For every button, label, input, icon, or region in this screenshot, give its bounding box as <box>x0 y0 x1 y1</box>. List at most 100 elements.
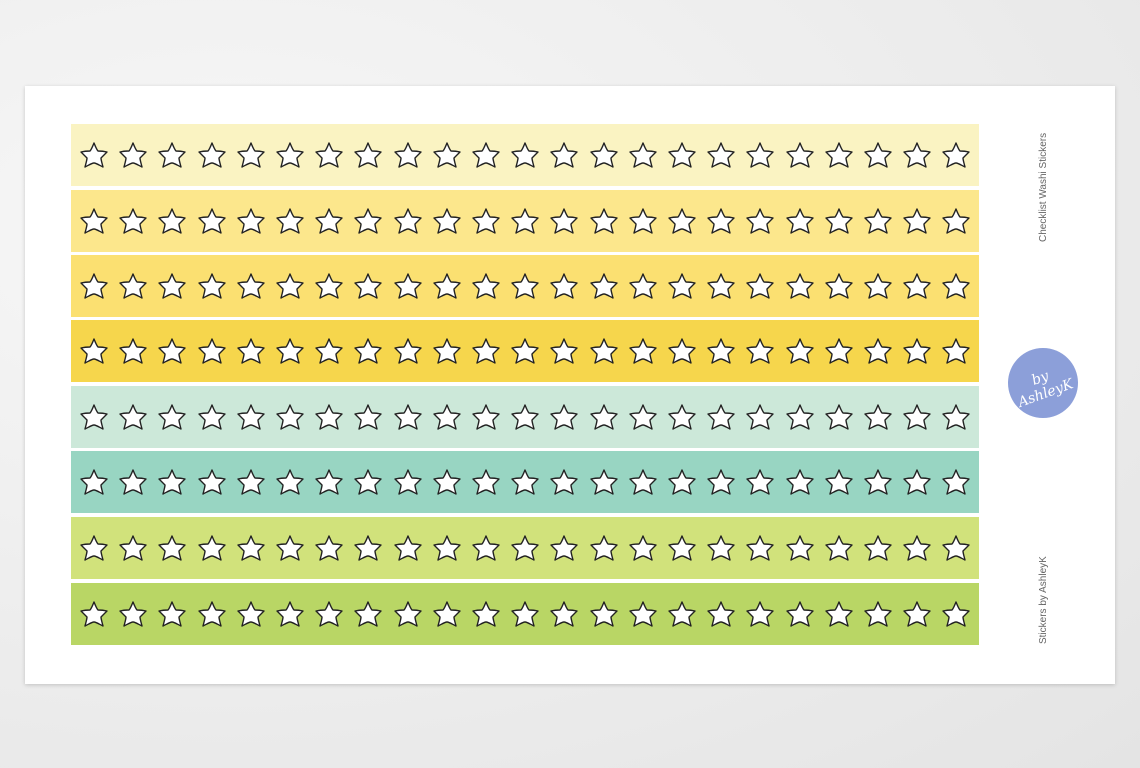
star-outline-icon <box>118 140 148 170</box>
star-outline-icon <box>549 271 579 301</box>
star-outline-icon <box>667 336 697 366</box>
star-outline-icon <box>157 206 187 236</box>
sheet-title: Checklist Washi Stickers <box>1038 132 1049 242</box>
star-outline-icon <box>353 206 383 236</box>
logo-text: by AshleyK <box>1015 368 1076 411</box>
star-outline-icon <box>902 206 932 236</box>
star-outline-icon <box>824 206 854 236</box>
star-outline-icon <box>628 140 658 170</box>
star-outline-icon <box>393 402 423 432</box>
star-outline-icon <box>510 533 540 563</box>
star-outline-icon <box>236 533 266 563</box>
star-outline-icon <box>549 140 579 170</box>
star-outline-icon <box>824 271 854 301</box>
star-outline-icon <box>863 533 893 563</box>
star-outline-icon <box>628 467 658 497</box>
star-outline-icon <box>941 140 971 170</box>
star-outline-icon <box>902 533 932 563</box>
star-outline-icon <box>706 599 736 629</box>
star-outline-icon <box>745 402 775 432</box>
star-outline-icon <box>314 599 344 629</box>
star-outline-icon <box>589 467 619 497</box>
brand-logo: by AshleyK <box>1008 348 1078 418</box>
star-outline-icon <box>157 467 187 497</box>
star-outline-icon <box>432 271 462 301</box>
star-outline-icon <box>275 467 305 497</box>
washi-strip <box>71 124 979 186</box>
star-outline-icon <box>863 599 893 629</box>
washi-strip <box>71 320 979 382</box>
star-outline-icon <box>745 467 775 497</box>
star-outline-icon <box>745 336 775 366</box>
star-outline-icon <box>941 206 971 236</box>
star-outline-icon <box>157 599 187 629</box>
star-outline-icon <box>236 402 266 432</box>
star-outline-icon <box>549 599 579 629</box>
star-outline-icon <box>589 599 619 629</box>
star-outline-icon <box>902 140 932 170</box>
star-outline-icon <box>941 402 971 432</box>
star-outline-icon <box>589 140 619 170</box>
star-outline-icon <box>314 467 344 497</box>
star-outline-icon <box>471 336 501 366</box>
star-outline-icon <box>941 467 971 497</box>
star-outline-icon <box>667 402 697 432</box>
star-outline-icon <box>275 140 305 170</box>
star-outline-icon <box>824 336 854 366</box>
star-outline-icon <box>628 336 658 366</box>
washi-strip <box>71 451 979 513</box>
star-outline-icon <box>353 140 383 170</box>
star-outline-icon <box>471 533 501 563</box>
star-outline-icon <box>863 140 893 170</box>
star-outline-icon <box>745 206 775 236</box>
star-outline-icon <box>432 402 462 432</box>
star-outline-icon <box>628 533 658 563</box>
star-outline-icon <box>236 206 266 236</box>
star-outline-icon <box>863 206 893 236</box>
star-outline-icon <box>79 336 109 366</box>
star-outline-icon <box>745 140 775 170</box>
star-outline-icon <box>314 271 344 301</box>
star-outline-icon <box>824 402 854 432</box>
star-outline-icon <box>667 206 697 236</box>
star-outline-icon <box>941 533 971 563</box>
star-outline-icon <box>785 336 815 366</box>
star-outline-icon <box>941 271 971 301</box>
star-outline-icon <box>236 599 266 629</box>
star-outline-icon <box>118 206 148 236</box>
star-outline-icon <box>785 271 815 301</box>
star-outline-icon <box>549 533 579 563</box>
washi-strip <box>71 190 979 252</box>
washi-strip <box>71 517 979 579</box>
star-outline-icon <box>353 467 383 497</box>
star-outline-icon <box>393 599 423 629</box>
star-outline-icon <box>706 271 736 301</box>
star-outline-icon <box>275 206 305 236</box>
star-outline-icon <box>79 206 109 236</box>
star-outline-icon <box>824 599 854 629</box>
star-outline-icon <box>353 402 383 432</box>
star-outline-icon <box>628 599 658 629</box>
star-outline-icon <box>589 402 619 432</box>
star-outline-icon <box>471 140 501 170</box>
star-outline-icon <box>745 599 775 629</box>
star-outline-icon <box>314 533 344 563</box>
star-outline-icon <box>941 599 971 629</box>
star-outline-icon <box>393 140 423 170</box>
star-outline-icon <box>785 599 815 629</box>
star-outline-icon <box>863 467 893 497</box>
star-outline-icon <box>785 467 815 497</box>
star-outline-icon <box>785 140 815 170</box>
star-outline-icon <box>197 467 227 497</box>
star-outline-icon <box>275 402 305 432</box>
star-outline-icon <box>393 533 423 563</box>
star-outline-icon <box>706 467 736 497</box>
star-outline-icon <box>432 599 462 629</box>
star-outline-icon <box>628 271 658 301</box>
star-outline-icon <box>314 402 344 432</box>
star-outline-icon <box>197 402 227 432</box>
star-outline-icon <box>393 467 423 497</box>
star-outline-icon <box>706 533 736 563</box>
star-outline-icon <box>353 336 383 366</box>
star-outline-icon <box>79 533 109 563</box>
